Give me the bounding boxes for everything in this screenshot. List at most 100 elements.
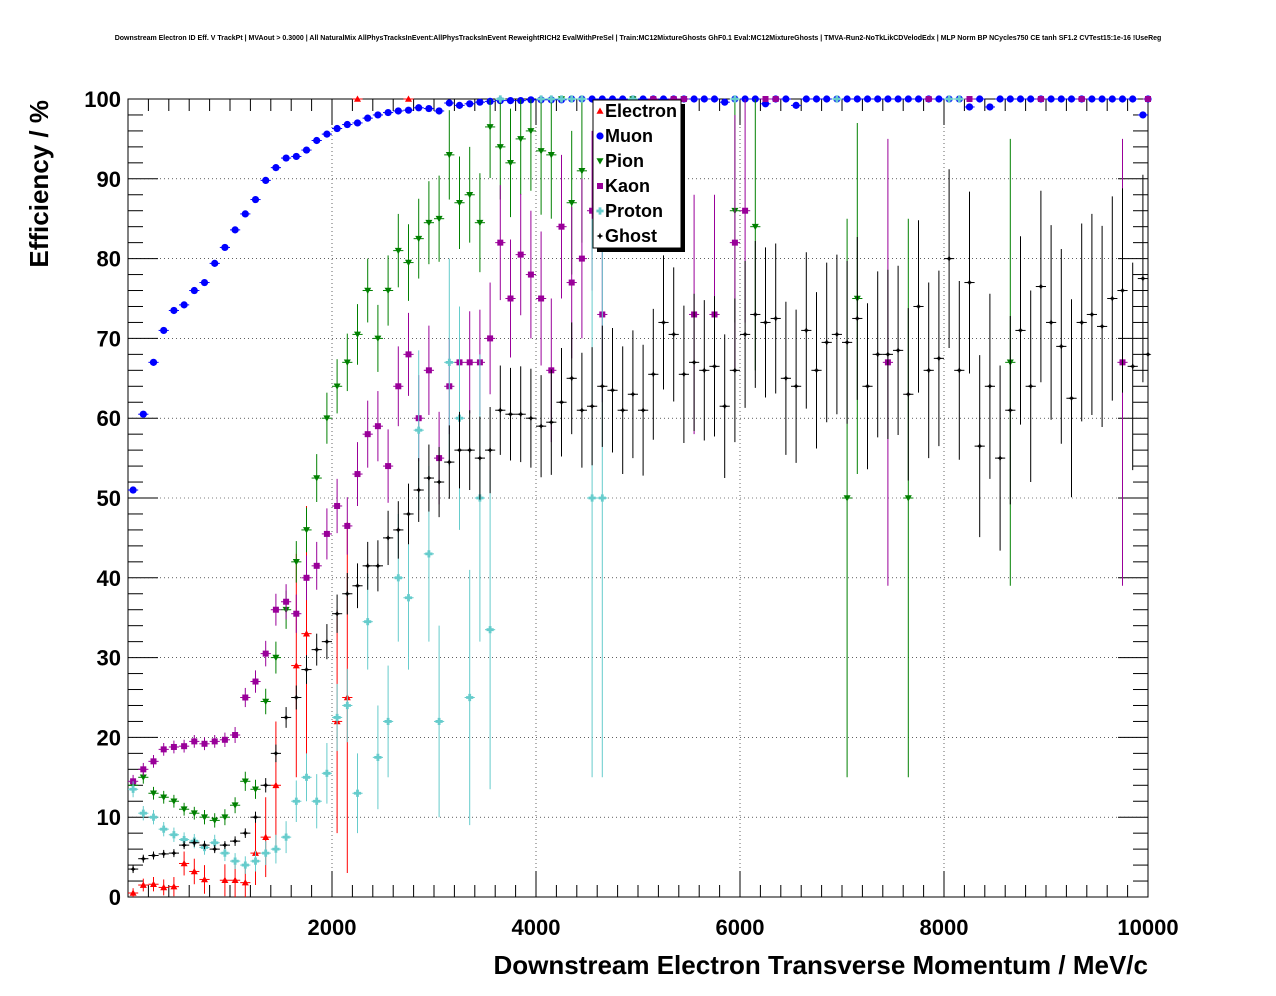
data-point: [558, 223, 565, 230]
data-point: [211, 259, 219, 267]
data-point: [690, 358, 698, 366]
data-point: [456, 199, 463, 207]
data-point: [374, 335, 382, 342]
data-point: [1088, 95, 1096, 103]
data-point: [170, 883, 178, 890]
data-point: [986, 382, 994, 390]
data-point: [150, 880, 157, 888]
legend-marker-kaon: [597, 183, 603, 189]
legend-marker-pion: [596, 158, 604, 165]
data-point: [384, 108, 392, 117]
data-point: [965, 103, 974, 111]
data-point: [507, 295, 514, 302]
data-point: [1006, 406, 1014, 414]
data-point: [303, 574, 310, 581]
data-point: [833, 331, 841, 338]
data-point: [1098, 95, 1106, 103]
data-point: [241, 778, 249, 785]
data-point: [792, 382, 800, 390]
y-tick-label: 40: [97, 566, 121, 591]
data-point: [1047, 95, 1055, 103]
data-point: [650, 96, 657, 102]
data-point: [1139, 111, 1147, 119]
data-point: [232, 732, 239, 739]
data-point: [374, 562, 382, 570]
data-point: [201, 740, 208, 747]
data-point: [364, 618, 372, 626]
data-point: [180, 835, 188, 844]
data-point: [527, 414, 535, 422]
axes: 2000 4000 6000 8000 10000 0 10 20 30 40 50 60 70 80 90…: [84, 87, 1178, 940]
data-point: [292, 152, 300, 161]
data-point: [507, 160, 514, 167]
data-point: [578, 168, 586, 175]
data-point: [812, 95, 821, 103]
data-point: [487, 335, 494, 342]
data-point: [353, 119, 362, 127]
data-point: [884, 350, 892, 358]
data-point: [252, 678, 259, 685]
data-point: [731, 95, 739, 103]
data-point: [517, 136, 525, 143]
data-point: [303, 527, 310, 534]
data-point: [547, 418, 555, 426]
data-point: [425, 104, 433, 113]
data-point: [517, 251, 524, 258]
data-point: [710, 95, 719, 103]
data-point: [405, 351, 412, 358]
data-point: [976, 442, 984, 450]
y-tick-label: 70: [97, 326, 121, 351]
series-pion: [128, 96, 1016, 828]
data-point: [598, 494, 606, 502]
data-point: [843, 495, 851, 502]
data-point: [282, 714, 290, 721]
data-point: [996, 95, 1004, 103]
data-point: [1129, 362, 1137, 370]
data-point: [874, 95, 882, 103]
data-point: [904, 390, 912, 398]
data-point: [262, 176, 270, 184]
data-point: [527, 271, 534, 278]
data-point: [404, 594, 413, 602]
chart-title: Downstream Electron ID Eff. V TrackPt | …: [114, 35, 1162, 42]
data-point: [251, 857, 260, 865]
data-point: [680, 96, 687, 102]
data-point: [272, 654, 280, 662]
data-point: [904, 95, 912, 103]
data-point: [241, 879, 249, 886]
data-point: [405, 510, 412, 518]
data-point: [537, 148, 545, 155]
data-point: [945, 95, 953, 103]
data-point: [221, 849, 229, 857]
data-point: [354, 95, 361, 102]
data-point: [343, 120, 351, 129]
data-point: [313, 475, 321, 482]
data-point: [925, 366, 933, 374]
data-point: [140, 766, 147, 773]
data-point: [894, 346, 902, 354]
y-tick-label: 100: [84, 87, 121, 112]
data-point: [292, 662, 300, 669]
data-layer: [128, 95, 1152, 897]
data-point: [333, 610, 341, 618]
data-point: [190, 867, 198, 875]
data-point: [334, 502, 341, 509]
data-point: [476, 98, 484, 106]
data-point: [517, 410, 525, 418]
data-point: [415, 104, 423, 112]
data-point: [802, 327, 810, 334]
data-point: [731, 239, 738, 246]
data-point: [415, 426, 423, 434]
data-point: [282, 154, 290, 162]
data-point: [538, 295, 545, 302]
data-point: [354, 582, 361, 590]
data-point: [231, 837, 239, 845]
data-point: [302, 773, 311, 781]
data-point: [762, 319, 769, 326]
data-point: [425, 367, 432, 374]
data-point: [966, 96, 973, 102]
data-point: [853, 95, 861, 103]
data-point: [190, 839, 198, 847]
data-point: [1108, 295, 1116, 302]
data-point: [1078, 319, 1086, 326]
